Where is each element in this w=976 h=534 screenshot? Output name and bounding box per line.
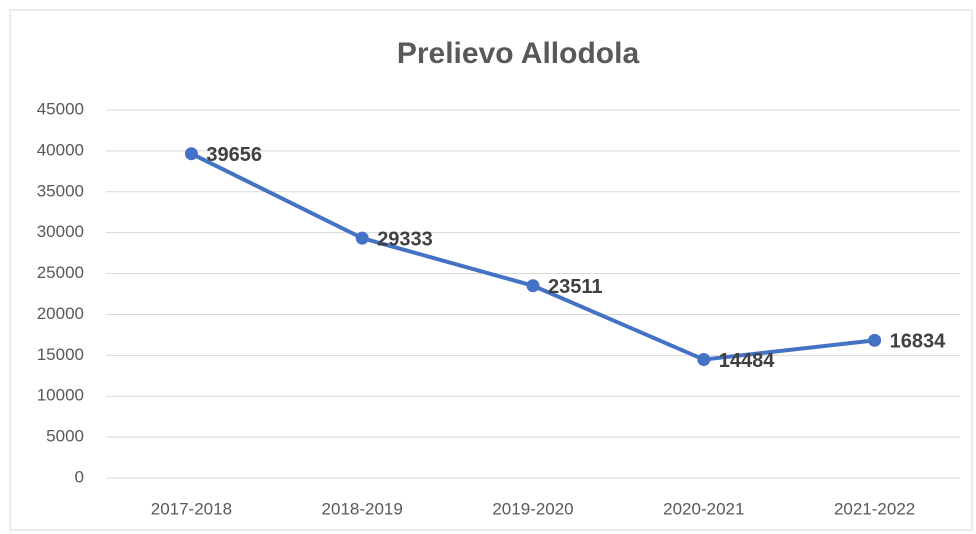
data-label: 39656 [206,144,262,166]
data-point [697,353,711,367]
chart-border [9,9,973,531]
data-point [526,279,540,293]
y-tick-label: 15000 [37,345,84,364]
x-tick-label: 2019-2020 [492,499,573,518]
data-label: 14484 [719,350,775,372]
chart-title: Prelievo Allodola [397,37,640,70]
data-point [868,333,882,347]
y-tick-label: 40000 [37,140,84,159]
x-tick-label: 2020-2021 [663,499,744,518]
x-tick-label: 2021-2022 [834,499,915,518]
y-tick-label: 10000 [37,386,84,405]
x-tick-label: 2017-2018 [151,499,232,518]
data-point [355,231,369,245]
y-tick-label: 0 [75,467,84,486]
data-point [184,147,198,161]
y-tick-label: 30000 [37,222,84,241]
data-label: 29333 [377,228,433,250]
data-label: 16834 [890,331,946,353]
y-tick-label: 5000 [46,427,84,446]
y-tick-label: 20000 [37,304,84,323]
data-label: 23511 [548,276,603,298]
y-tick-label: 35000 [37,181,84,200]
y-tick-label: 45000 [37,99,84,118]
y-tick-label: 25000 [37,263,84,282]
x-tick-label: 2018-2019 [322,499,403,518]
